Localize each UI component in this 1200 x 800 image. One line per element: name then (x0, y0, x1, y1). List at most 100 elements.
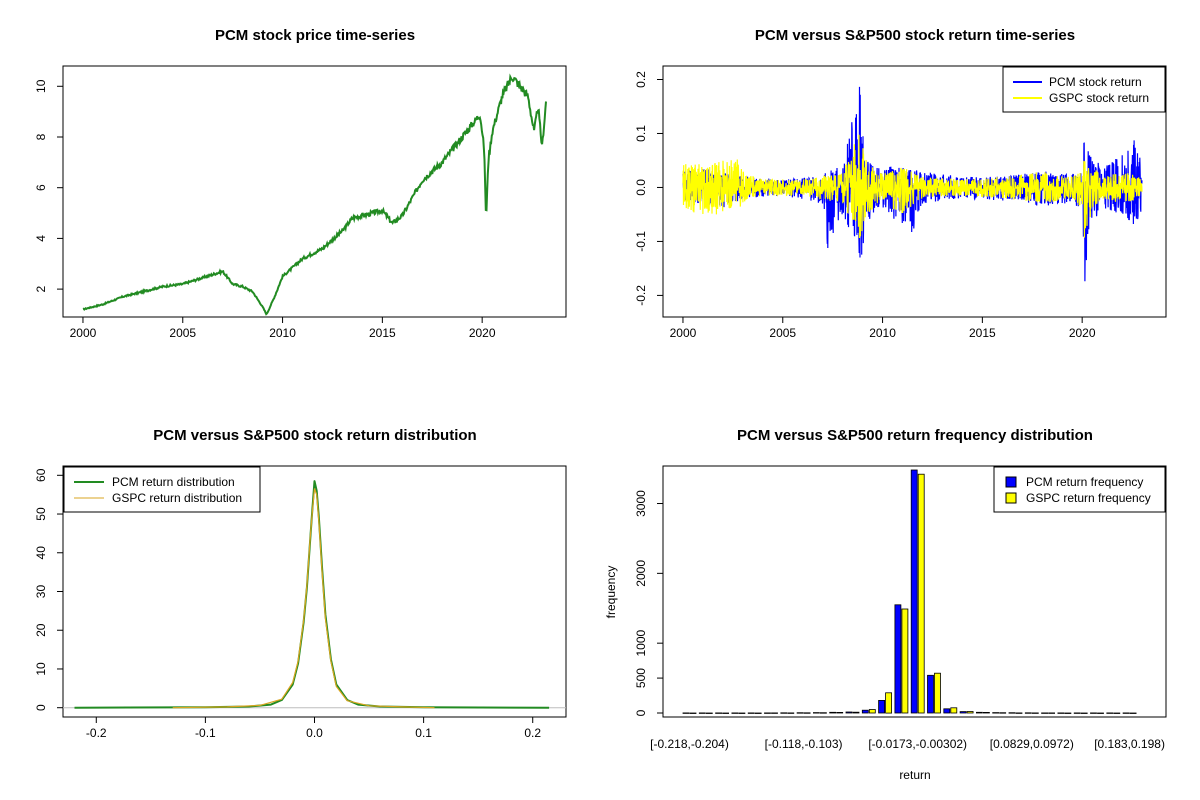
pcm-frequency-bar (927, 674, 934, 714)
x-tick-label: -0.2 (86, 726, 107, 740)
gspc-frequency-bar (885, 692, 892, 714)
return-timeseries-panel: PCM versus S&P500 stock return time-seri… (634, 27, 1167, 340)
gspc-frequency-bar (917, 473, 925, 714)
gspc-return-line (682, 134, 1143, 239)
x-tick-label: -0.1 (195, 726, 216, 740)
pcm-frequency-bar (1041, 712, 1048, 714)
pcm-frequency-bar (698, 712, 706, 714)
x-tick-label: 2020 (469, 326, 496, 340)
gspc-frequency-bar (1048, 712, 1055, 714)
legend-box (63, 466, 261, 513)
y-tick-label: 2000 (634, 560, 648, 587)
pcm-frequency-bar (715, 712, 722, 714)
price-series-line (82, 73, 547, 316)
y-tick-label: 10 (34, 662, 48, 676)
pcm-frequency-bar (813, 712, 820, 714)
gspc-frequency-bar (950, 707, 958, 714)
axis-ticks: [-0.218,-0.204) [-0.118,-0.103) [-0.0173,-… (634, 490, 1165, 751)
pcm-frequency-bar (796, 712, 804, 714)
pcm-frequency-bar (845, 711, 853, 714)
plot-marks (682, 86, 1143, 282)
pcm-frequency-bar (747, 712, 755, 714)
pcm-frequency-bar (1008, 712, 1016, 714)
pcm-frequency-bar (1122, 712, 1130, 714)
y-tick-label: 50 (34, 507, 48, 521)
gspc-frequency-bar (1015, 712, 1023, 714)
pcm-frequency-bar (943, 708, 951, 714)
y-tick-label: 6 (34, 184, 48, 191)
gspc-frequency-bar (705, 712, 713, 714)
pcm-frequency-bar (1090, 712, 1097, 714)
y-axis-label: frequency (604, 566, 618, 619)
x-category-label: [-0.218,-0.204) (650, 737, 729, 751)
legend-swatch-gspc-frequency (1005, 492, 1017, 504)
x-tick-label: 0.1 (415, 726, 432, 740)
legend-label-pcm-distribution: PCM return distribution (112, 475, 235, 489)
x-tick-label: 2010 (869, 326, 896, 340)
axis-ticks: 2000 2005 2010 2015 2020 -0.2 -0.1 0.0 0.1 0.2 (634, 71, 1096, 340)
y-tick-label: 40 (34, 546, 48, 560)
pcm-frequency-bar (861, 709, 869, 714)
x-category-label: [0.183,0.198) (1094, 737, 1165, 751)
legend-box (1002, 66, 1166, 113)
pcm-frequency-bar (682, 712, 690, 714)
gspc-frequency-bar (1064, 712, 1072, 714)
pcm-frequency-bar (780, 712, 788, 714)
pcm-frequency-bar (1106, 712, 1114, 714)
legend: PCM stock return GSPC stock return (1002, 66, 1166, 113)
gspc-frequency-bar (934, 672, 941, 714)
pcm-frequency-bar (910, 469, 918, 714)
pcm-frequency-bar (878, 700, 885, 714)
pcm-frequency-bar (731, 712, 739, 714)
y-tick-label: 500 (634, 668, 648, 688)
gspc-frequency-bar (868, 709, 876, 714)
legend: PCM return frequency GSPC return frequen… (993, 466, 1166, 513)
legend: PCM return distribution GSPC return dist… (63, 466, 261, 513)
y-tick-label: -0.1 (634, 231, 648, 252)
y-tick-label: 20 (34, 623, 48, 637)
chart-title: PCM versus S&P500 return frequency distr… (737, 427, 1093, 444)
axis-ticks: -0.2 -0.1 0.0 0.1 0.2 0 10 20 30 40 50 60 (34, 468, 541, 740)
gspc-frequency-bar (754, 712, 762, 714)
y-tick-label: 2 (34, 285, 48, 292)
plot-frame (662, 65, 1167, 318)
y-tick-label: 3000 (634, 490, 648, 517)
x-tick-label: 0.0 (306, 726, 323, 740)
price-timeseries-panel: PCM stock price time-series 2000 2005 2010… (34, 27, 567, 340)
gspc-frequency-bar (1080, 712, 1088, 714)
x-tick-label: 2020 (1069, 326, 1096, 340)
gspc-frequency-bar (803, 712, 811, 714)
y-tick-label: 10 (34, 79, 48, 93)
x-category-label: [0.0829,0.0972) (990, 737, 1074, 751)
y-tick-label: 0.0 (634, 179, 648, 196)
x-tick-label: 2005 (769, 326, 796, 340)
pcm-frequency-bar (1057, 712, 1065, 714)
y-tick-label: 0 (634, 709, 648, 716)
gspc-frequency-bar (999, 712, 1007, 714)
return-distribution-panel: PCM versus S&P500 stock return distribut… (34, 427, 567, 740)
gspc-frequency-bar (1031, 712, 1039, 714)
chart-title: PCM versus S&P500 stock return time-seri… (755, 27, 1075, 44)
gspc-frequency-bar (901, 608, 909, 714)
y-tick-label: -0.2 (634, 285, 648, 306)
pcm-frequency-bar (764, 712, 771, 714)
pcm-frequency-bar (976, 711, 983, 714)
gspc-frequency-bar (836, 712, 844, 714)
legend-label-gspc-return: GSPC stock return (1049, 91, 1149, 105)
pcm-frequency-bar (1024, 712, 1032, 714)
plot-marks (82, 73, 547, 316)
pcm-frequency-bar (992, 712, 1000, 714)
gspc-frequency-bar (787, 712, 795, 714)
gspc-frequency-bar (966, 711, 974, 714)
legend-label-pcm-return: PCM stock return (1049, 75, 1142, 89)
axis-ticks: 2000 2005 2010 2015 2020 2 4 6 8 10 (34, 79, 496, 340)
x-category-label: [-0.118,-0.103) (765, 737, 843, 751)
gspc-density-line (172, 488, 435, 709)
gspc-frequency-bar (852, 711, 860, 714)
legend-swatch-pcm-frequency (1005, 476, 1017, 488)
x-category-label: [-0.0173,-0.00302) (868, 737, 967, 751)
y-tick-label: 0.1 (634, 125, 648, 142)
pcm-frequency-bar (894, 604, 902, 714)
x-tick-label: 0.2 (524, 726, 541, 740)
